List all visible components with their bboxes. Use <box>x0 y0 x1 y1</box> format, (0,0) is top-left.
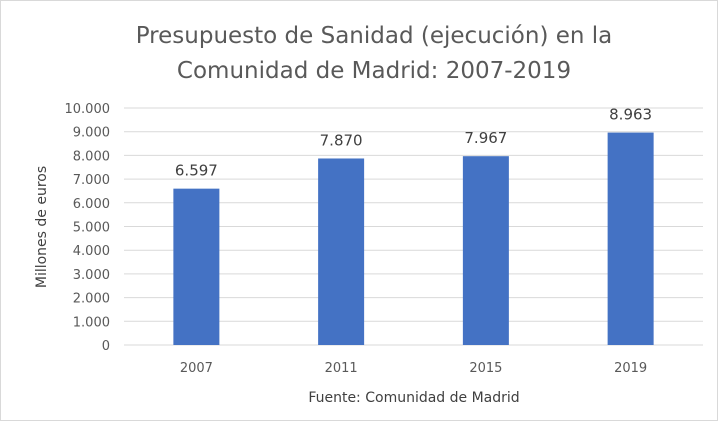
bar-2015 <box>462 156 509 345</box>
data-label-2007: 6.597 <box>175 162 218 180</box>
y-tick-label: 7.000 <box>73 173 110 188</box>
y-axis-ticks: 0 1.000 2.000 3.000 4.000 5.000 6.000 7.000 8.00… <box>65 102 111 354</box>
y-tick-label: 1.000 <box>73 315 110 330</box>
y-tick-label: 4.000 <box>73 244 110 259</box>
bar-2007 <box>173 188 220 345</box>
bars <box>173 132 654 345</box>
y-tick-label: 5.000 <box>73 221 110 236</box>
x-axis-ticks: 2007 2011 2015 2019 <box>180 361 647 376</box>
x-tick-label: 2007 <box>180 361 213 376</box>
y-tick-label: 0 <box>102 339 110 354</box>
x-tick-label: 2019 <box>614 361 647 376</box>
y-tick-label: 8.000 <box>73 149 110 164</box>
x-tick-label: 2015 <box>469 361 502 376</box>
x-axis-label: Fuente: Comunidad de Madrid <box>308 390 519 406</box>
data-labels: 6.597 7.870 7.967 8.963 <box>175 106 652 180</box>
y-tick-label: 3.000 <box>73 268 110 283</box>
data-label-2019: 8.963 <box>609 106 652 124</box>
data-label-2015: 7.967 <box>464 129 507 147</box>
data-label-2011: 7.870 <box>320 131 363 149</box>
bar-2019 <box>607 132 654 345</box>
chart-title-line-2: Comunidad de Madrid: 2007-2019 <box>177 58 571 84</box>
y-tick-label: 9.000 <box>73 126 110 141</box>
y-tick-label: 6.000 <box>73 197 110 212</box>
x-tick-label: 2011 <box>325 361 358 376</box>
chart-title-line-1: Presupuesto de Sanidad (ejecución) en la <box>136 23 613 49</box>
y-tick-label: 10.000 <box>65 102 111 117</box>
y-axis-label: Millones de euros <box>34 166 50 288</box>
y-tick-label: 2.000 <box>73 292 110 307</box>
gridlines <box>124 107 703 346</box>
bar-2011 <box>318 158 365 345</box>
